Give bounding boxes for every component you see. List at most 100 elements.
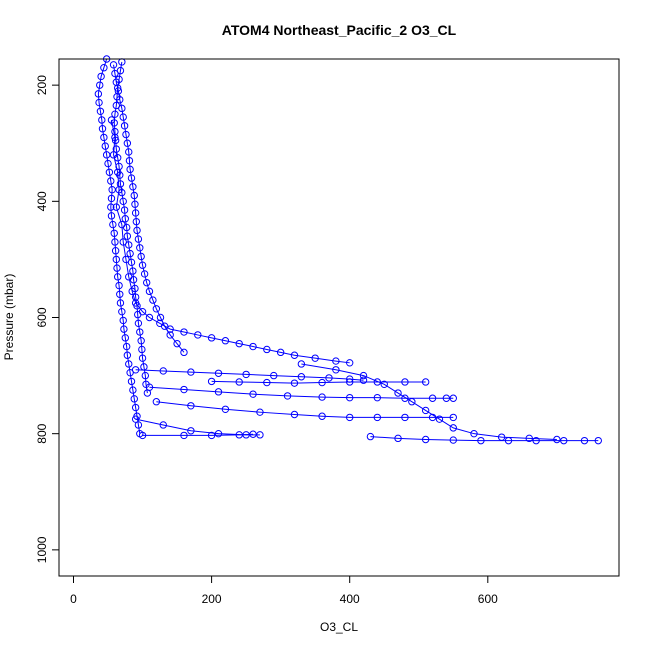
data-point [214,369,223,377]
data-point [127,377,136,386]
data-point [449,413,457,422]
data-point [94,90,103,98]
data-point [138,261,147,269]
data-point [249,342,257,351]
data-point [123,232,132,240]
data-point [401,378,409,386]
data-point [134,421,143,429]
data-point [366,432,375,441]
data-point [112,203,121,211]
data-point [131,209,140,217]
data-point [145,313,154,322]
data-point [128,287,136,296]
data-point [346,393,354,402]
data-point [359,376,368,384]
data-point [207,334,216,342]
data-point [129,386,137,394]
data-point [283,392,292,400]
data-point [270,371,278,380]
series-line [113,64,185,353]
series-1 [94,55,144,438]
data-point [134,319,143,328]
y-tick-label: 1000 [35,536,49,563]
data-point [137,252,145,261]
data-layer [94,55,602,445]
data-point [242,370,250,379]
data-point [145,383,154,391]
series-2 [110,58,152,397]
data-point [134,235,143,243]
data-point [113,168,122,176]
data-point [263,345,271,354]
series-line [142,433,254,436]
data-point [102,151,111,159]
data-point [126,165,134,174]
data-point [118,307,126,316]
data-point [187,402,195,410]
data-point [207,377,216,386]
data-point [113,273,122,281]
data-point [112,145,121,153]
data-point [111,246,120,255]
series-12 [297,360,561,444]
data-point [173,339,181,348]
data-point [125,360,133,368]
data-point [138,345,146,354]
data-point [394,389,402,397]
data-point [109,61,118,69]
y-axis: 200 400 600 800 1000 [35,75,60,563]
data-point [256,431,264,439]
series-line [370,436,599,442]
data-point [111,110,119,118]
series-line [211,380,426,384]
data-point [214,388,223,396]
data-point [580,436,589,445]
data-point [110,229,118,237]
data-point [116,299,125,307]
data-point [126,249,134,258]
data-point [97,72,105,81]
data-point [111,127,119,136]
data-point [594,436,602,445]
data-point [142,278,151,287]
series-7 [145,383,457,402]
data-point [290,410,299,419]
data-point [428,394,437,402]
y-axis-label: Pressure (mbar) [2,274,16,361]
data-point [311,354,319,362]
data-point [119,197,127,206]
data-point [332,366,340,374]
data-point [105,168,114,176]
data-point [123,139,132,147]
data-point [235,339,243,348]
data-point [122,255,130,264]
data-point [159,367,167,375]
data-point [120,206,129,214]
data-point [359,371,368,380]
data-point [297,360,306,368]
data-point [346,378,354,386]
data-point [130,395,138,403]
data-point [131,415,140,423]
x-axis-label: O3_CL [320,620,358,634]
data-point [156,313,165,322]
series-11 [366,432,602,445]
data-point [119,238,127,246]
data-point [497,433,506,441]
series-6 [207,377,430,387]
data-point [373,378,382,386]
y-tick-label: 400 [35,191,49,211]
data-point [132,217,141,226]
data-point [207,431,216,440]
data-point [166,325,174,333]
series-line [301,363,557,440]
data-point [107,203,115,211]
series-line [156,401,454,418]
data-point [112,255,121,264]
data-point [137,337,145,345]
data-point [100,133,108,142]
data-point [138,354,147,362]
data-point [122,130,130,139]
data-point [131,293,140,301]
data-point [263,378,271,387]
